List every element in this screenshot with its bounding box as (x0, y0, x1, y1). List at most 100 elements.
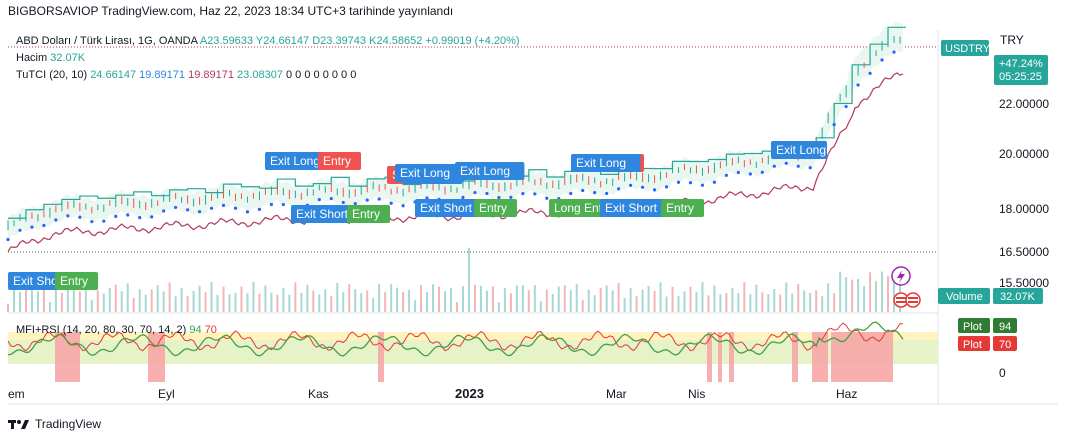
signal-label[interactable]: Exit Long (771, 141, 827, 159)
indicator-name[interactable]: TuTCI (20, 10) (16, 69, 88, 81)
stop-dot (605, 191, 609, 196)
plot1-value: 94 (999, 321, 1011, 333)
stop-dot (174, 205, 178, 210)
time-tick: Nis (688, 387, 705, 401)
price-tick: 16.50000 (999, 245, 1049, 259)
signal-label[interactable]: Entry (661, 199, 704, 217)
volume-bar (12, 287, 15, 312)
signal-label[interactable]: Exit Long (571, 154, 641, 172)
signal-label-text: Exit Long (576, 156, 626, 170)
plot2-value: 70 (999, 339, 1011, 351)
volume-bar (54, 288, 57, 312)
flag-ring (905, 292, 921, 308)
volume-badge-bg (938, 288, 990, 304)
volume-bar (461, 286, 464, 312)
signal-label[interactable]: Exit Long (395, 164, 465, 182)
overbought-highlight (831, 332, 893, 382)
volume-bar (312, 290, 315, 312)
change-value: +0.99019 (+4.20%) (425, 35, 520, 47)
stop-dot (365, 198, 369, 202)
volume-bar (30, 284, 33, 312)
stop-dot (473, 190, 477, 195)
signal-label[interactable]: Exit Long (455, 162, 525, 180)
tradingview-footer[interactable]: TradingView (8, 417, 101, 431)
close-value: 24.58652 (376, 35, 423, 47)
neutral-band (8, 340, 938, 364)
price-tick: 15.50000 (999, 276, 1049, 290)
indicator-legend: TuTCI (20, 10) 24.66147 19.89171 19.8917… (16, 69, 356, 81)
volume-bar (605, 285, 608, 312)
signal-label-bg (474, 199, 517, 217)
signal-label[interactable]: Entry (347, 205, 390, 223)
signal-label[interactable]: Exit Short (600, 199, 676, 217)
volume-bar (228, 294, 231, 312)
us-flag-icon[interactable] (905, 292, 921, 308)
stop-dot (617, 187, 621, 191)
volume-bar (114, 284, 117, 312)
stop-dot (281, 202, 285, 207)
volume-bar (533, 285, 536, 312)
volume-bar (7, 304, 9, 312)
volume-bar (863, 286, 866, 312)
volume-bar (857, 278, 860, 312)
volume-bar (318, 294, 321, 312)
signal-label[interactable]: Entry (474, 199, 517, 217)
stop-dot (329, 196, 333, 201)
volume-bar (396, 287, 399, 312)
stop-dot (341, 200, 345, 205)
volume-badge-label: Volume (946, 291, 983, 303)
volume-bar (839, 271, 842, 312)
indicator-value-1: 24.66147 (90, 69, 137, 81)
volume-bar (491, 286, 494, 312)
signal-label-text: Entry (479, 201, 507, 215)
volume-bar (479, 285, 482, 312)
volume-bar (575, 283, 578, 312)
stop-dot (461, 195, 465, 200)
stop-dot (54, 218, 58, 222)
volume-bar (408, 289, 411, 312)
volume-bar (390, 284, 393, 312)
symbol-name[interactable]: ABD Doları / Türk Lirası, 1G, OANDA (16, 35, 198, 47)
signal-label-bg (571, 154, 641, 172)
volume-label[interactable]: Hacim (16, 52, 48, 64)
volume-bar (797, 283, 800, 312)
stop-dot (581, 188, 585, 193)
mfi-name[interactable]: MFI+RSI (14, 20, 80, 30, 70, 14, 2) (16, 324, 187, 336)
high-label: Y (255, 35, 264, 47)
stop-dot (569, 191, 573, 196)
stop-dot (185, 208, 190, 212)
volume-bar (689, 286, 692, 312)
time-tick: Mar (606, 387, 627, 401)
volume-bar (450, 288, 453, 312)
volume-bar (276, 294, 279, 312)
flag-stripe (896, 301, 906, 303)
stop-dot (892, 50, 896, 54)
plot2-label-bg (958, 336, 990, 351)
signal-label-bg (771, 141, 827, 159)
stop-dot (138, 216, 142, 220)
volume-bar (414, 300, 417, 312)
stop-dot (700, 183, 705, 187)
plot1-label-bg (958, 318, 990, 333)
stop-dot (712, 180, 717, 184)
signal-label[interactable]: Entry (318, 152, 361, 170)
stop-dot (545, 196, 549, 200)
volume-bar (617, 282, 620, 312)
currency-label: TRY (1000, 33, 1024, 47)
stop-dot (66, 214, 70, 218)
volume-bar (893, 278, 896, 312)
overbought-highlight (707, 332, 712, 382)
volume-bar (845, 277, 848, 312)
signal-label[interactable]: Exit Short (415, 199, 491, 217)
volume-bar (509, 293, 512, 312)
volume-bar (426, 292, 429, 312)
signal-label[interactable]: Entry (55, 272, 98, 290)
volume-bar (707, 295, 710, 312)
flag-stripe (908, 297, 918, 299)
volume-bar (749, 294, 752, 312)
symbol-legend: ABD Doları / Türk Lirası, 1G, OANDA A23.… (16, 35, 520, 47)
stop-dot (736, 170, 740, 175)
dividend-lightning-icon[interactable] (891, 266, 911, 286)
signal-label[interactable]: Exit Long (265, 152, 335, 170)
